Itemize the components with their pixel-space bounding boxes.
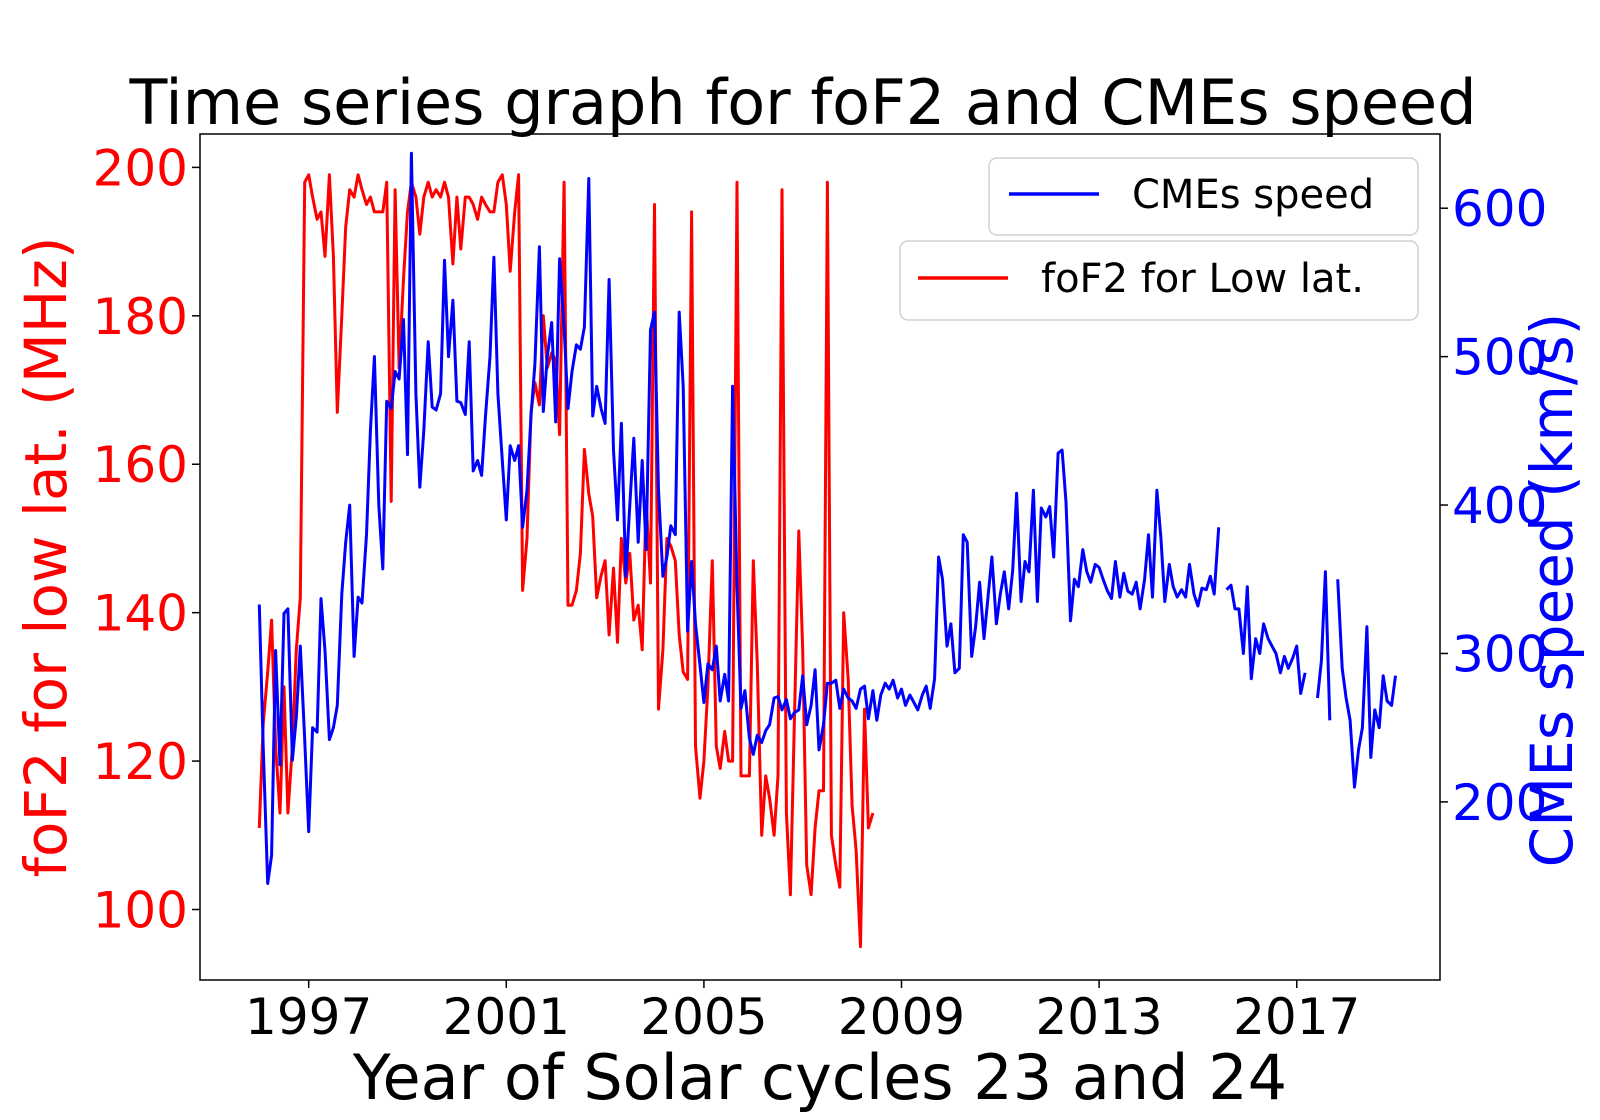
y-left-tick-label: 180: [93, 288, 188, 346]
y-right-tick-label: 300: [1452, 625, 1547, 683]
chart-title: Time series graph for foF2 and CMEs spee…: [128, 66, 1476, 139]
y-left-tick-label: 200: [93, 139, 188, 197]
series-line-cmes-speed: [1336, 579, 1397, 789]
y-right-tick-label: 400: [1452, 477, 1547, 535]
legend-cmes-speed: CMEs speed: [988, 157, 1419, 236]
y-axis-left-label: foF2 for low lat. (MHz): [12, 237, 80, 878]
y-left-tick-label: 160: [93, 436, 188, 494]
x-tick-label: 2009: [838, 988, 965, 1046]
y-left-tick-label: 120: [93, 733, 188, 791]
x-tick-label: 2001: [443, 988, 570, 1046]
series-line-cmes-speed: [257, 151, 1221, 885]
y-right-tick-label: 200: [1452, 774, 1547, 832]
plot-area-frame: [199, 133, 1441, 981]
x-axis-label: Year of Solar cycles 23 and 24: [352, 1041, 1287, 1114]
x-tick-label: 2017: [1233, 988, 1360, 1046]
y-right-tick-label: 500: [1452, 329, 1547, 387]
y-left-tick-label: 100: [93, 882, 188, 940]
legend-fof2: foF2 for Low lat.: [899, 240, 1419, 321]
y-right-tick-label: 600: [1452, 180, 1547, 238]
x-tick-label: 2005: [640, 988, 767, 1046]
series-layer: [257, 151, 1397, 949]
legend-box: [899, 240, 1419, 321]
legend-box: [988, 157, 1419, 236]
x-tick-label: 1997: [245, 988, 372, 1046]
y-axis-right-label: CMEs speed (km/s): [1518, 313, 1586, 868]
series-line-cmes-speed: [1316, 570, 1332, 721]
legend-label-fof2: foF2 for Low lat.: [1041, 256, 1364, 302]
legend-label-cmes-speed: CMEs speed: [1132, 172, 1374, 218]
x-tick-label: 2013: [1035, 988, 1162, 1046]
axis-ticks: 1997 2001 2005 2009 2013 2017 100 120 140 160 180 2…: [93, 139, 1548, 1046]
series-line-cmes-speed: [1225, 583, 1307, 695]
y-left-tick-label: 140: [93, 585, 188, 643]
